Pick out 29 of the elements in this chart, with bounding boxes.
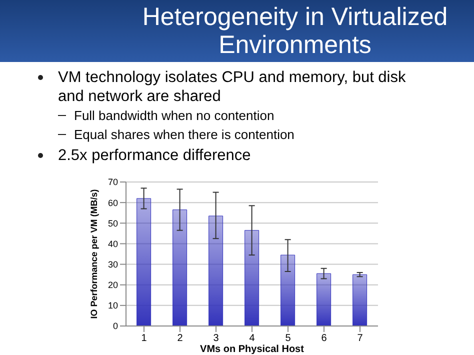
text: 2.5x performance difference	[58, 146, 251, 165]
y-axis-title: IO Performance per VM (MB/s)	[89, 189, 100, 319]
bar	[352, 274, 368, 326]
y-tick-label: 60	[108, 198, 118, 208]
x-tick-label: 6	[321, 333, 328, 344]
bar	[208, 216, 224, 326]
text: VM technology isolates CPU and memory, but disk and network are shared	[58, 68, 407, 106]
x-tick-label: 7	[357, 333, 364, 344]
bar	[280, 254, 296, 326]
x-tick-label: 3	[213, 333, 220, 344]
bar	[172, 210, 188, 326]
bar	[244, 230, 260, 326]
x-tick-label: 5	[285, 333, 292, 344]
x-tick-label: 1	[141, 333, 148, 344]
text: Full bandwidth when no contention	[74, 107, 274, 125]
text: Equal shares when there is contention	[74, 126, 294, 144]
y-tick-label: 50	[108, 218, 118, 228]
y-tick-label: 30	[108, 259, 118, 270]
x-tick-label: 2	[177, 333, 184, 344]
bar	[316, 273, 332, 326]
y-tick-label: 70	[108, 177, 118, 188]
bar	[136, 198, 152, 326]
x-tick-label: 4	[249, 333, 256, 344]
chart-title: Heterogeneity in Virtualized Environments	[141, 3, 449, 59]
y-tick-label: 10	[108, 300, 118, 311]
y-tick-label: 0	[112, 321, 118, 332]
y-tick-label: 20	[108, 280, 118, 290]
y-tick-label: 40	[108, 238, 118, 249]
x-axis-title: VMs on Physical Host	[200, 344, 305, 355]
